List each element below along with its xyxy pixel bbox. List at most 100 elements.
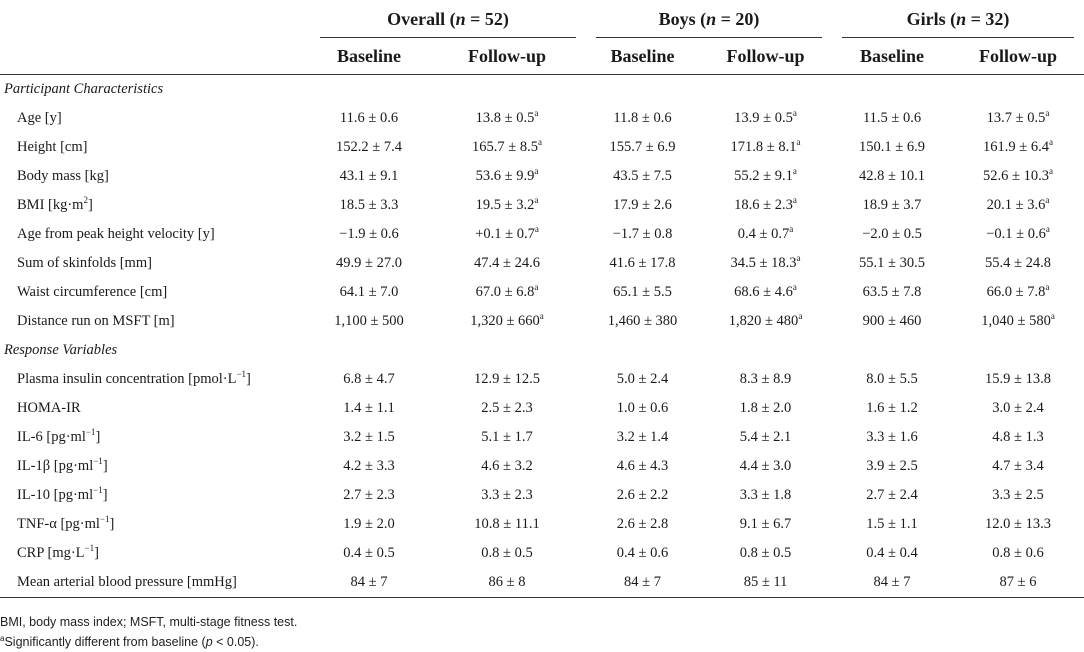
cell-boys-baseline: 5.0 ± 2.4 [616,371,669,387]
significance-marker: a [792,282,797,293]
cell-girls-baseline: 63.5 ± 7.8 [862,284,922,300]
significance-marker: a [534,195,539,206]
subheader-boys-followup: Follow-up [699,38,833,75]
cell-boys-baseline: 43.5 ± 7.5 [613,168,672,184]
row-label: IL-10 [pg·ml−1] [17,485,108,503]
cell-boys-followup: 34.5 ± 18.3a [730,253,801,271]
cell-girls-followup: 13.7 ± 0.5a [986,108,1050,126]
cell-girls-baseline: 900 ± 460 [862,313,922,329]
significance-marker: a [1045,195,1050,206]
significance-marker: a [1049,137,1054,148]
cell-boys-followup: 4.4 ± 3.0 [739,458,792,474]
cell-boys-followup: 1.8 ± 2.0 [739,400,792,416]
cell-girls-followup: 20.1 ± 3.6a [986,195,1050,213]
row-label: CRP [mg·L−1] [17,543,99,561]
footnote-abbreviations: BMI, body mass index; MSFT, multi-stage … [0,615,298,629]
significance-marker: a [534,282,539,293]
table-row: Mean arterial blood pressure [mmHg] 84 ± … [0,568,1084,598]
cell-girls-followup: 52.6 ± 10.3a [983,166,1054,184]
cell-overall-followup: 10.8 ± 11.1 [474,516,540,532]
cell-overall-baseline: 43.1 ± 9.1 [339,168,399,184]
cell-girls-followup: 4.7 ± 3.4 [992,458,1044,474]
significance-marker: a [792,166,797,177]
cell-boys-followup: 68.6 ± 4.6a [734,282,797,300]
cell-girls-baseline: 18.9 ± 3.7 [862,197,922,213]
table-row: IL-1β [pg·ml−1] 4.2 ± 3.3 4.6 ± 3.2 4.6 ± 4… [0,452,1084,481]
cell-girls-baseline: 2.7 ± 2.4 [866,487,918,503]
row-label: Waist circumference [cm] [17,284,168,300]
cell-overall-baseline: 1,100 ± 500 [334,313,404,329]
row-label: Plasma insulin concentration [pmol·L−1] [17,369,251,387]
cell-girls-followup: −0.1 ± 0.6a [986,224,1050,242]
table-row: IL-10 [pg·ml−1] 2.7 ± 2.3 3.3 ± 2.3 2.6 ± 2… [0,481,1084,510]
cell-overall-baseline: 4.2 ± 3.3 [343,458,395,474]
significance-marker: a [789,224,794,235]
footnote-significance: aSignificantly different from baseline (… [0,633,259,649]
cell-boys-baseline: 1.0 ± 0.6 [616,400,669,416]
row-label: IL-1β [pg·ml−1] [17,456,108,474]
section-title: Response Variables [4,342,118,358]
row-label: Body mass [kg] [17,168,109,184]
cell-girls-followup: 3.3 ± 2.5 [992,487,1044,503]
cell-boys-followup: 0.8 ± 0.5 [739,545,792,561]
subheader-boys-baseline: Baseline [586,38,700,75]
row-label: Age from peak height velocity [y] [17,226,215,242]
subheader-girls-followup: Follow-up [952,38,1084,75]
row-label: Sum of skinfolds [mm] [17,255,152,271]
cell-girls-baseline: 8.0 ± 5.5 [866,371,918,387]
significance-marker: a [534,224,539,235]
significance-marker: a [796,253,801,264]
cell-girls-baseline: 1.6 ± 1.2 [866,400,918,416]
significance-marker: a [798,311,803,322]
cell-girls-baseline: 84 ± 7 [832,568,953,598]
significance-marker: a [1049,166,1054,177]
corner-cell [0,38,310,75]
table-row: HOMA-IR 1.4 ± 1.1 2.5 ± 2.3 1.0 ± 0.6 1.8 ± … [0,394,1084,423]
cell-overall-baseline: 2.7 ± 2.3 [343,487,395,503]
footnotes: BMI, body mass index; MSFT, multi-stage … [0,612,297,652]
cell-boys-baseline: 0.4 ± 0.6 [616,545,669,561]
cell-overall-followup: 5.1 ± 1.7 [481,429,533,445]
table-row: Distance run on MSFT [m] 1,100 ± 500 1,320… [0,307,1084,336]
cell-overall-baseline: 49.9 ± 27.0 [336,255,402,271]
cell-girls-followup: 87 ± 6 [952,568,1084,598]
cell-boys-followup: 3.3 ± 1.8 [739,487,792,503]
subheader-girls-baseline: Baseline [832,38,953,75]
cell-overall-baseline: 0.4 ± 0.5 [343,545,395,561]
cell-boys-followup: 5.4 ± 2.1 [739,429,792,445]
row-label: IL-6 [pg·ml−1] [17,427,101,445]
subheader-overall-followup: Follow-up [428,38,587,75]
cell-girls-baseline: 150.1 ± 6.9 [859,139,926,155]
cell-overall-baseline: 6.8 ± 4.7 [343,371,395,387]
table-row: IL-6 [pg·ml−1] 3.2 ± 1.5 5.1 ± 1.7 3.2 ± 1.… [0,423,1084,452]
table-row: Plasma insulin concentration [pmol·L−1] 6… [0,365,1084,394]
cell-boys-baseline: 2.6 ± 2.2 [616,487,669,503]
cell-girls-followup: 1,040 ± 580a [981,311,1055,329]
significance-marker: a [1050,311,1055,322]
cell-overall-followup: 165.7 ± 8.5a [472,137,542,155]
cell-girls-followup: 66.0 ± 7.8a [986,282,1050,300]
group-header-girls: Girls (n = 32) [832,0,1084,38]
cell-boys-baseline: 41.6 ± 17.8 [609,255,676,271]
cell-overall-baseline: 1.4 ± 1.1 [343,400,395,416]
cell-overall-followup: 67.0 ± 6.8a [475,282,539,300]
significance-marker: a [1045,108,1050,119]
section-header: Participant Characteristics [0,75,1084,105]
cell-overall-followup: 1,320 ± 660a [470,311,544,329]
cell-girls-baseline: 55.1 ± 30.5 [859,255,926,271]
cell-boys-baseline: 2.6 ± 2.8 [616,516,669,532]
table-body: Participant Characteristics Age [y] 11.6 ±… [0,75,1084,598]
row-label: Mean arterial blood pressure [mmHg] [0,568,310,598]
table-row: TNF-α [pg·ml−1] 1.9 ± 2.0 10.8 ± 11.1 2.6 ±… [0,510,1084,539]
subheader-overall-baseline: Baseline [310,38,428,75]
row-label: Height [cm] [17,139,88,155]
significance-marker: a [792,108,797,119]
cell-girls-baseline: 1.5 ± 1.1 [866,516,918,532]
significance-marker: a [796,137,801,148]
cell-overall-followup: 19.5 ± 3.2a [475,195,539,213]
cell-boys-baseline: 11.8 ± 0.6 [613,110,672,126]
row-label: TNF-α [pg·ml−1] [17,514,115,532]
cell-overall-baseline: 152.2 ± 7.4 [336,139,402,155]
table-row: Body mass [kg] 43.1 ± 9.1 53.6 ± 9.9a 43.5 … [0,162,1084,191]
table-row: Waist circumference [cm] 64.1 ± 7.0 67.0 ±… [0,278,1084,307]
